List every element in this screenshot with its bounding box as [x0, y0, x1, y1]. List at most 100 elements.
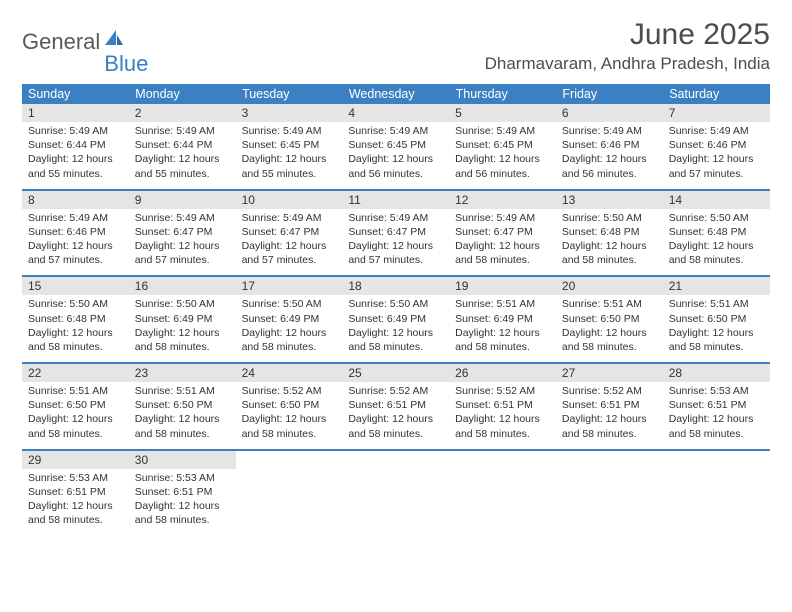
day-details: Sunrise: 5:52 AMSunset: 6:51 PMDaylight:…	[449, 382, 556, 449]
sunset-line: Sunset: 6:45 PM	[242, 138, 337, 152]
day-number: 26	[449, 364, 556, 382]
sunrise-line: Sunrise: 5:49 AM	[242, 124, 337, 138]
calendar-day-cell: 9Sunrise: 5:49 AMSunset: 6:47 PMDaylight…	[129, 190, 236, 277]
weekday-header-row: Sunday Monday Tuesday Wednesday Thursday…	[22, 84, 770, 104]
calendar-day-cell: 2Sunrise: 5:49 AMSunset: 6:44 PMDaylight…	[129, 104, 236, 190]
sunset-line: Sunset: 6:48 PM	[669, 225, 764, 239]
day-details: Sunrise: 5:51 AMSunset: 6:50 PMDaylight:…	[129, 382, 236, 449]
sunrise-line: Sunrise: 5:50 AM	[242, 297, 337, 311]
day-details: Sunrise: 5:52 AMSunset: 6:51 PMDaylight:…	[342, 382, 449, 449]
daylight-line: Daylight: 12 hours and 57 minutes.	[348, 239, 443, 267]
calendar-body: 1Sunrise: 5:49 AMSunset: 6:44 PMDaylight…	[22, 104, 770, 535]
calendar-day-cell: 30Sunrise: 5:53 AMSunset: 6:51 PMDayligh…	[129, 450, 236, 536]
calendar-day-cell: 19Sunrise: 5:51 AMSunset: 6:49 PMDayligh…	[449, 276, 556, 363]
day-number: 24	[236, 364, 343, 382]
day-details: Sunrise: 5:50 AMSunset: 6:48 PMDaylight:…	[556, 209, 663, 276]
sunset-line: Sunset: 6:50 PM	[669, 312, 764, 326]
calendar-week-row: 29Sunrise: 5:53 AMSunset: 6:51 PMDayligh…	[22, 450, 770, 536]
daylight-line: Daylight: 12 hours and 58 minutes.	[28, 326, 123, 354]
calendar-day-cell: 26Sunrise: 5:52 AMSunset: 6:51 PMDayligh…	[449, 363, 556, 450]
sunset-line: Sunset: 6:50 PM	[28, 398, 123, 412]
day-number: 12	[449, 191, 556, 209]
sunset-line: Sunset: 6:47 PM	[135, 225, 230, 239]
day-number: 15	[22, 277, 129, 295]
calendar-day-cell: 11Sunrise: 5:49 AMSunset: 6:47 PMDayligh…	[342, 190, 449, 277]
day-details: Sunrise: 5:49 AMSunset: 6:47 PMDaylight:…	[449, 209, 556, 276]
sunrise-line: Sunrise: 5:51 AM	[28, 384, 123, 398]
sunset-line: Sunset: 6:47 PM	[455, 225, 550, 239]
day-number: 14	[663, 191, 770, 209]
daylight-line: Daylight: 12 hours and 58 minutes.	[135, 412, 230, 440]
sunrise-line: Sunrise: 5:49 AM	[135, 124, 230, 138]
day-number: 23	[129, 364, 236, 382]
calendar-day-cell: 5Sunrise: 5:49 AMSunset: 6:45 PMDaylight…	[449, 104, 556, 190]
sunrise-line: Sunrise: 5:52 AM	[348, 384, 443, 398]
day-number: 18	[342, 277, 449, 295]
calendar-day-cell: 27Sunrise: 5:52 AMSunset: 6:51 PMDayligh…	[556, 363, 663, 450]
sunrise-line: Sunrise: 5:50 AM	[28, 297, 123, 311]
sunrise-line: Sunrise: 5:52 AM	[242, 384, 337, 398]
daylight-line: Daylight: 12 hours and 58 minutes.	[669, 326, 764, 354]
calendar-day-cell: 8Sunrise: 5:49 AMSunset: 6:46 PMDaylight…	[22, 190, 129, 277]
daylight-line: Daylight: 12 hours and 58 minutes.	[242, 326, 337, 354]
calendar-day-cell: 10Sunrise: 5:49 AMSunset: 6:47 PMDayligh…	[236, 190, 343, 277]
day-details: Sunrise: 5:53 AMSunset: 6:51 PMDaylight:…	[129, 469, 236, 536]
daylight-line: Daylight: 12 hours and 58 minutes.	[348, 412, 443, 440]
calendar-day-cell	[342, 450, 449, 536]
sunrise-line: Sunrise: 5:53 AM	[28, 471, 123, 485]
day-details: Sunrise: 5:49 AMSunset: 6:46 PMDaylight:…	[663, 122, 770, 189]
day-number: 29	[22, 451, 129, 469]
calendar-day-cell: 1Sunrise: 5:49 AMSunset: 6:44 PMDaylight…	[22, 104, 129, 190]
day-number: 16	[129, 277, 236, 295]
daylight-line: Daylight: 12 hours and 56 minutes.	[455, 152, 550, 180]
day-details: Sunrise: 5:51 AMSunset: 6:50 PMDaylight:…	[663, 295, 770, 362]
weekday-header: Monday	[129, 84, 236, 104]
sunrise-line: Sunrise: 5:50 AM	[135, 297, 230, 311]
day-number: 9	[129, 191, 236, 209]
calendar-day-cell: 16Sunrise: 5:50 AMSunset: 6:49 PMDayligh…	[129, 276, 236, 363]
sunset-line: Sunset: 6:46 PM	[562, 138, 657, 152]
day-number: 2	[129, 104, 236, 122]
sunrise-line: Sunrise: 5:49 AM	[562, 124, 657, 138]
calendar-day-cell: 14Sunrise: 5:50 AMSunset: 6:48 PMDayligh…	[663, 190, 770, 277]
day-details: Sunrise: 5:49 AMSunset: 6:47 PMDaylight:…	[342, 209, 449, 276]
sunset-line: Sunset: 6:51 PM	[28, 485, 123, 499]
calendar-week-row: 22Sunrise: 5:51 AMSunset: 6:50 PMDayligh…	[22, 363, 770, 450]
day-number: 27	[556, 364, 663, 382]
sunset-line: Sunset: 6:45 PM	[455, 138, 550, 152]
daylight-line: Daylight: 12 hours and 56 minutes.	[562, 152, 657, 180]
day-details: Sunrise: 5:53 AMSunset: 6:51 PMDaylight:…	[663, 382, 770, 449]
calendar-day-cell: 3Sunrise: 5:49 AMSunset: 6:45 PMDaylight…	[236, 104, 343, 190]
weekday-header: Sunday	[22, 84, 129, 104]
calendar-day-cell: 24Sunrise: 5:52 AMSunset: 6:50 PMDayligh…	[236, 363, 343, 450]
sunset-line: Sunset: 6:44 PM	[28, 138, 123, 152]
sunrise-line: Sunrise: 5:51 AM	[455, 297, 550, 311]
calendar-day-cell: 4Sunrise: 5:49 AMSunset: 6:45 PMDaylight…	[342, 104, 449, 190]
day-details: Sunrise: 5:50 AMSunset: 6:49 PMDaylight:…	[342, 295, 449, 362]
weekday-header: Wednesday	[342, 84, 449, 104]
day-number: 28	[663, 364, 770, 382]
daylight-line: Daylight: 12 hours and 55 minutes.	[135, 152, 230, 180]
sunset-line: Sunset: 6:45 PM	[348, 138, 443, 152]
daylight-line: Daylight: 12 hours and 58 minutes.	[562, 239, 657, 267]
day-number: 7	[663, 104, 770, 122]
day-details: Sunrise: 5:51 AMSunset: 6:50 PMDaylight:…	[556, 295, 663, 362]
sunset-line: Sunset: 6:47 PM	[348, 225, 443, 239]
sunset-line: Sunset: 6:51 PM	[562, 398, 657, 412]
location-subtitle: Dharmavaram, Andhra Pradesh, India	[485, 54, 770, 74]
day-details: Sunrise: 5:50 AMSunset: 6:49 PMDaylight:…	[236, 295, 343, 362]
calendar-day-cell: 15Sunrise: 5:50 AMSunset: 6:48 PMDayligh…	[22, 276, 129, 363]
day-number: 22	[22, 364, 129, 382]
logo-text-general: General	[22, 29, 100, 55]
calendar-day-cell: 12Sunrise: 5:49 AMSunset: 6:47 PMDayligh…	[449, 190, 556, 277]
daylight-line: Daylight: 12 hours and 58 minutes.	[455, 412, 550, 440]
day-details: Sunrise: 5:50 AMSunset: 6:49 PMDaylight:…	[129, 295, 236, 362]
sunset-line: Sunset: 6:49 PM	[455, 312, 550, 326]
day-details: Sunrise: 5:49 AMSunset: 6:47 PMDaylight:…	[236, 209, 343, 276]
sunrise-line: Sunrise: 5:51 AM	[135, 384, 230, 398]
header: General Blue June 2025 Dharmavaram, Andh…	[22, 18, 770, 78]
weekday-header: Saturday	[663, 84, 770, 104]
daylight-line: Daylight: 12 hours and 58 minutes.	[669, 412, 764, 440]
sunrise-line: Sunrise: 5:51 AM	[562, 297, 657, 311]
month-title: June 2025	[485, 18, 770, 52]
